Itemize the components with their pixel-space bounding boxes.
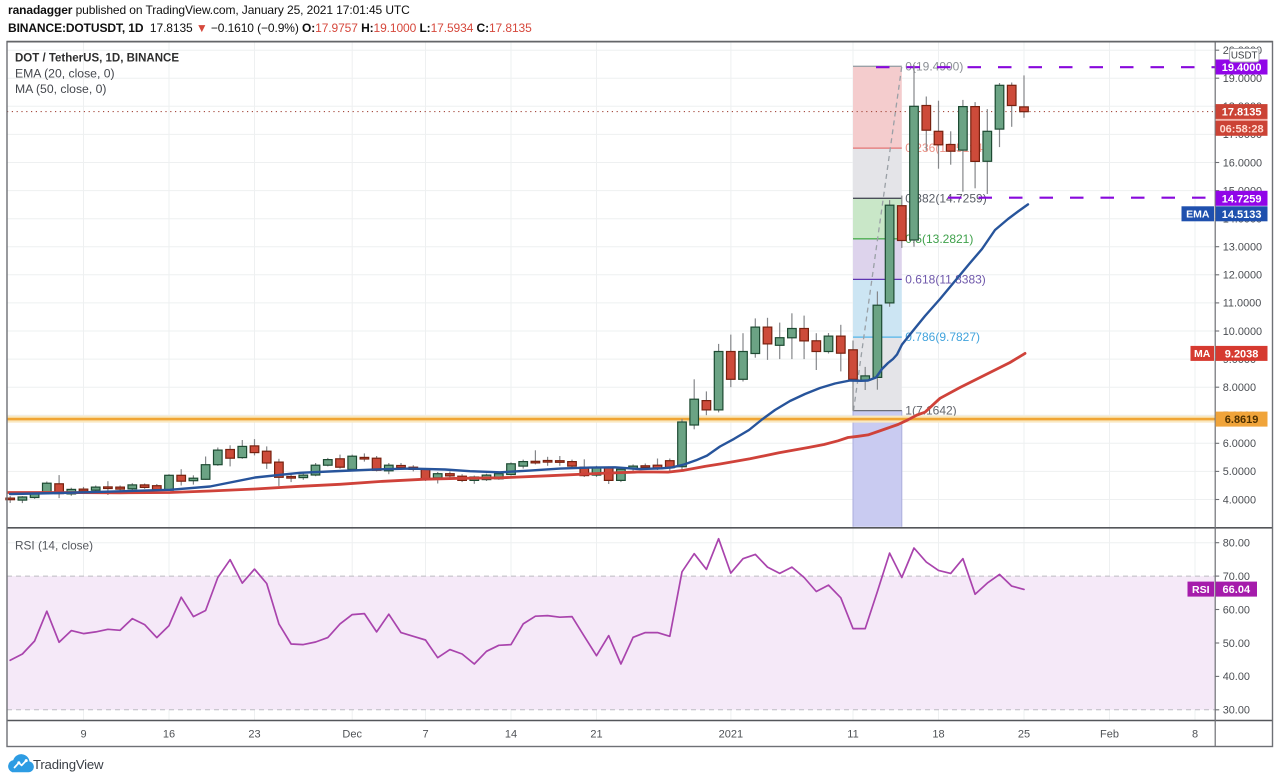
svg-text:70.00: 70.00 bbox=[1223, 571, 1250, 583]
svg-text:10.0000: 10.0000 bbox=[1223, 326, 1262, 338]
svg-text:0.618(11.8383): 0.618(11.8383) bbox=[905, 272, 986, 286]
svg-text:EMA: EMA bbox=[1186, 209, 1210, 221]
svg-text:6.0000: 6.0000 bbox=[1223, 438, 1256, 450]
svg-text:6.8619: 6.8619 bbox=[1225, 414, 1259, 426]
svg-text:11.0000: 11.0000 bbox=[1223, 298, 1262, 310]
svg-text:11: 11 bbox=[847, 729, 858, 741]
svg-text:9: 9 bbox=[80, 729, 86, 741]
svg-text:5.0000: 5.0000 bbox=[1223, 466, 1256, 478]
svg-text:40.00: 40.00 bbox=[1223, 671, 1250, 683]
svg-text:USDT: USDT bbox=[1231, 50, 1258, 61]
svg-text:MA: MA bbox=[1194, 348, 1211, 360]
svg-text:2021: 2021 bbox=[719, 729, 743, 741]
svg-text:RSI: RSI bbox=[1192, 584, 1210, 596]
svg-text:17.8135: 17.8135 bbox=[1222, 107, 1262, 119]
svg-text:RSI (14, close): RSI (14, close) bbox=[15, 539, 93, 553]
svg-text:21: 21 bbox=[590, 729, 602, 741]
svg-text:14.7259: 14.7259 bbox=[1222, 193, 1262, 205]
svg-text:0.5(13.2821): 0.5(13.2821) bbox=[905, 232, 973, 246]
svg-text:13.0000: 13.0000 bbox=[1223, 242, 1262, 254]
svg-text:14.5133: 14.5133 bbox=[1222, 209, 1262, 221]
svg-text:Dec: Dec bbox=[342, 729, 362, 741]
svg-text:16: 16 bbox=[163, 729, 175, 741]
svg-text:80.00: 80.00 bbox=[1223, 538, 1250, 550]
svg-text:19.0000: 19.0000 bbox=[1223, 73, 1262, 85]
svg-text:12.0000: 12.0000 bbox=[1223, 270, 1262, 282]
svg-text:14: 14 bbox=[505, 729, 517, 741]
svg-text:Feb: Feb bbox=[1100, 729, 1119, 741]
svg-text:19.4000: 19.4000 bbox=[1222, 62, 1262, 74]
svg-text:18: 18 bbox=[932, 729, 944, 741]
svg-text:8: 8 bbox=[1192, 729, 1198, 741]
svg-text:9.2038: 9.2038 bbox=[1225, 348, 1259, 360]
svg-text:MA (50, close, 0): MA (50, close, 0) bbox=[15, 82, 106, 96]
svg-text:0.382(14.7259): 0.382(14.7259) bbox=[905, 191, 986, 205]
svg-text:7: 7 bbox=[422, 729, 428, 741]
svg-text:50.00: 50.00 bbox=[1223, 638, 1250, 650]
svg-text:0.786(9.7827): 0.786(9.7827) bbox=[905, 330, 980, 344]
svg-text:60.00: 60.00 bbox=[1223, 604, 1250, 616]
svg-text:06:58:28: 06:58:28 bbox=[1220, 123, 1264, 135]
svg-text:EMA (20, close, 0): EMA (20, close, 0) bbox=[15, 67, 115, 81]
svg-text:23: 23 bbox=[248, 729, 260, 741]
svg-text:4.0000: 4.0000 bbox=[1223, 494, 1256, 506]
svg-text:0(19.4900): 0(19.4900) bbox=[905, 59, 963, 73]
svg-text:16.0000: 16.0000 bbox=[1223, 157, 1262, 169]
svg-text:8.0000: 8.0000 bbox=[1223, 382, 1256, 394]
svg-text:30.00: 30.00 bbox=[1223, 705, 1250, 717]
svg-text:25: 25 bbox=[1018, 729, 1030, 741]
svg-text:DOT / TetherUS, 1D, BINANCE: DOT / TetherUS, 1D, BINANCE bbox=[15, 52, 179, 64]
svg-text:66.04: 66.04 bbox=[1223, 584, 1251, 596]
